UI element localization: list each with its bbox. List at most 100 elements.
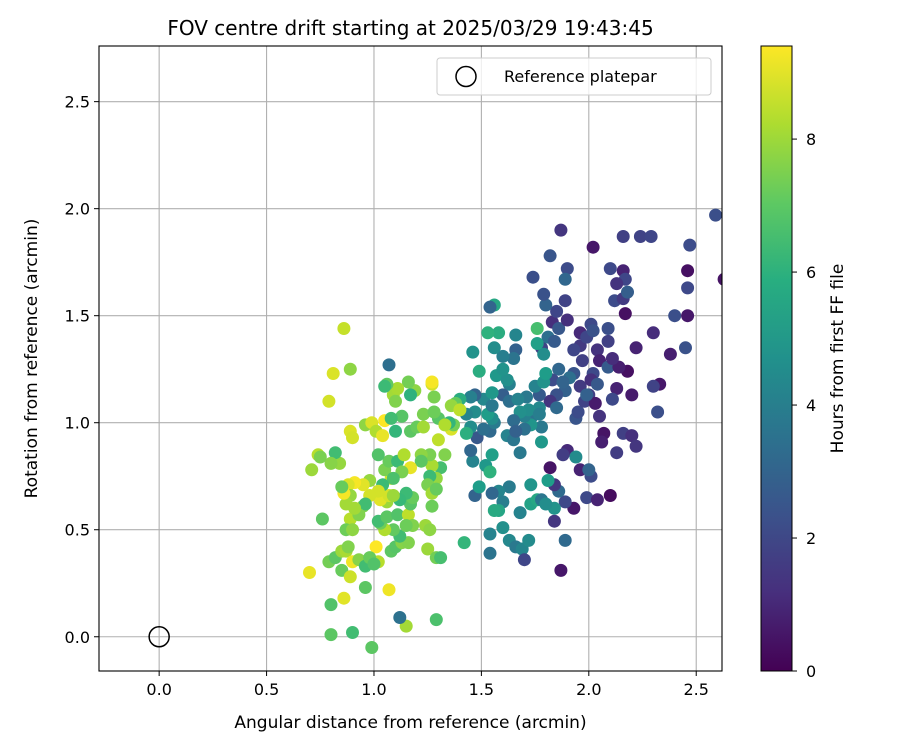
- scatter-point: [646, 326, 660, 340]
- scatter-point: [322, 394, 336, 408]
- scatter-point: [423, 523, 437, 537]
- scatter-point: [679, 341, 692, 355]
- scatter-point: [558, 495, 572, 509]
- scatter-point: [492, 326, 506, 340]
- scatter-point: [346, 431, 359, 445]
- scatter-point: [629, 439, 643, 453]
- scatter-point: [496, 349, 510, 363]
- scatter-point: [571, 405, 585, 419]
- scatter-point: [358, 497, 372, 511]
- scatter-point: [429, 613, 443, 627]
- scatter-point: [502, 480, 516, 494]
- scatter-point: [588, 396, 602, 410]
- scatter-point: [681, 309, 695, 323]
- scatter-point: [500, 373, 514, 387]
- colorbar-gradient: [760, 45, 793, 672]
- scatter-point: [539, 298, 553, 312]
- scatter-point: [315, 512, 329, 526]
- scatter-point: [646, 379, 660, 393]
- colorbar-tick-label: 0: [806, 662, 816, 681]
- scatter-point: [348, 501, 362, 515]
- scatter-point: [399, 519, 413, 532]
- scatter-point: [472, 364, 486, 378]
- scatter-point: [401, 375, 415, 389]
- scatter-point: [550, 401, 564, 415]
- scatter-point: [427, 405, 441, 419]
- scatter-point: [526, 270, 540, 284]
- scatter-point: [358, 581, 372, 594]
- scatter-point: [681, 264, 695, 278]
- scatter-point: [625, 429, 639, 443]
- colorbar-tick-label: 6: [806, 263, 816, 282]
- scatter-point: [560, 313, 574, 327]
- scatter-point: [601, 322, 615, 335]
- scatter-point: [550, 304, 564, 318]
- scatter-point: [586, 324, 600, 338]
- scatter-point: [539, 497, 553, 511]
- scatter-point: [556, 375, 570, 389]
- scatter-point: [541, 474, 555, 487]
- scatter-point: [376, 429, 390, 443]
- scatter-point: [496, 521, 510, 535]
- y-tick-label: 0.0: [65, 628, 90, 647]
- reference-platepar-marker: [148, 626, 170, 648]
- scatter-point: [633, 230, 647, 243]
- scatter-point: [425, 459, 439, 472]
- scatter-point: [663, 347, 677, 361]
- scatter-point: [567, 343, 581, 357]
- colorbar-tick-label: 8: [806, 130, 816, 149]
- scatter-point: [569, 450, 583, 464]
- scatter-point: [457, 536, 471, 550]
- scatter-point: [586, 240, 600, 254]
- chart-title: FOV centre drift starting at 2025/03/29 …: [167, 16, 653, 40]
- data-points: [303, 208, 722, 654]
- scatter-point: [391, 382, 405, 395]
- scatter-point: [558, 272, 572, 286]
- scatter-point: [369, 540, 383, 554]
- scatter-point: [393, 611, 407, 624]
- scatter-point: [386, 489, 400, 502]
- scatter-point: [453, 403, 467, 417]
- scatter-point: [438, 448, 452, 462]
- y-tick-label: 1.0: [65, 414, 90, 433]
- scatter-point: [335, 480, 349, 494]
- x-tick-label: 2.0: [576, 680, 601, 699]
- scatter-point: [404, 388, 417, 402]
- scatter-point: [425, 375, 439, 389]
- scatter-point: [507, 414, 521, 428]
- colorbar-ticks: 0 2 4 6 8: [792, 130, 816, 681]
- scatter-point: [367, 557, 381, 571]
- scatter-point: [610, 277, 624, 291]
- scatter-point: [382, 583, 396, 597]
- scatter-point: [324, 628, 338, 642]
- scatter-point: [509, 328, 523, 342]
- scatter-point: [535, 420, 548, 434]
- scatter-point: [324, 456, 338, 470]
- scatter-point: [487, 341, 501, 355]
- scatter-point: [371, 448, 385, 462]
- scatter-point: [397, 448, 411, 462]
- scatter-point: [603, 489, 617, 502]
- scatter-point: [459, 426, 473, 440]
- scatter-point: [341, 540, 355, 554]
- scatter-point: [683, 238, 697, 252]
- scatter-point: [346, 523, 359, 537]
- scatter-point: [427, 390, 441, 404]
- scatter-point: [483, 527, 497, 541]
- scatter-point: [303, 566, 316, 579]
- scatter-point: [543, 461, 557, 475]
- scatter-point: [625, 388, 639, 402]
- colorbar: 0 2 4 6 8 Hours from first FF file: [760, 45, 848, 681]
- scatter-point: [425, 499, 439, 513]
- scatter-point: [575, 354, 589, 368]
- legend: Reference platepar: [436, 57, 712, 96]
- legend-label: Reference platepar: [504, 67, 657, 86]
- scatter-point: [513, 506, 527, 520]
- scatter-point: [466, 454, 480, 468]
- scatter-point: [535, 435, 548, 449]
- legend-box: [436, 57, 712, 96]
- scatter-point: [593, 409, 606, 423]
- scatter-point: [590, 493, 604, 507]
- x-tick-label: 1.0: [361, 680, 386, 699]
